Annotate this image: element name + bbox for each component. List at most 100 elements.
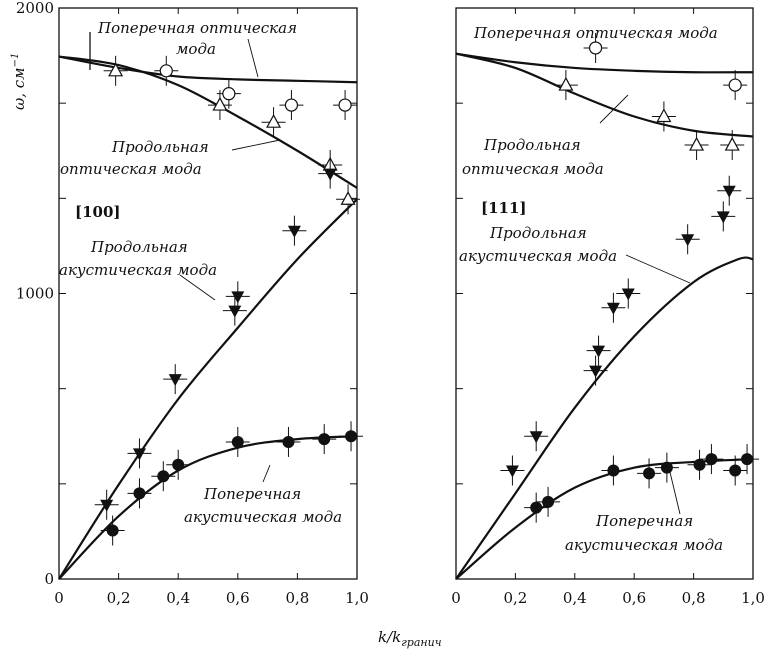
data-point-circle-filled — [723, 455, 748, 486]
y-axis-label-text: ω, см — [10, 67, 28, 110]
x-axis-label: k/kгранич — [378, 628, 442, 649]
data-point-triangle-open-up — [336, 184, 361, 215]
leader-line — [625, 254, 691, 284]
curve-продольная-оптическая — [58, 55, 358, 189]
data-point-triangle-filled-down — [225, 281, 250, 312]
x-tick-label: 0 — [451, 589, 461, 607]
leader-line — [247, 38, 259, 78]
data-point-circle-open — [154, 55, 179, 86]
y-tick-label: 1000 — [16, 285, 54, 303]
data-point-triangle-filled-down — [163, 364, 188, 395]
plot-frame — [455, 7, 754, 580]
data-point-triangle-filled-down — [127, 438, 152, 469]
panel-111: 0 0,2 0,4 0,6 0,8 1,0 Поперечная оптическая мо… — [451, 7, 765, 607]
data-point-circle-filled — [536, 486, 561, 517]
annotation-label: Поперечная — [595, 512, 693, 530]
x-tick-label: 0,8 — [682, 589, 706, 607]
panel-100: 0 0,2 0,4 0,6 0,8 1,0 0 1000 2000 ω, см−1 Поперечн… — [10, 0, 369, 607]
leader-line — [231, 139, 281, 151]
data-point-circle-filled — [654, 452, 679, 483]
y-axis-label-exp: −1 — [10, 53, 21, 68]
x-tick-label: 0,2 — [107, 589, 131, 607]
curve-поперечная-акустическая — [58, 435, 358, 580]
data-point-triangle-open-up — [207, 90, 232, 121]
data-point-circle-filled — [601, 455, 626, 486]
direction-label: [111] — [481, 199, 527, 217]
curve-поперечная-оптическая — [58, 55, 358, 84]
annotation-label: Продольная — [483, 136, 581, 154]
data-point-circle-filled — [151, 461, 176, 492]
x-tick-label: 0,2 — [503, 589, 527, 607]
data-point-circle-filled — [524, 492, 549, 523]
data-point-triangle-filled-down — [586, 335, 611, 366]
data-point-triangle-open-up — [103, 55, 128, 86]
data-point-triangle-open-up — [553, 70, 578, 101]
curve-продольная-акустическая — [455, 256, 754, 580]
data-point-circle-filled — [339, 421, 364, 452]
leader-line — [668, 467, 681, 515]
data-point-triangle-filled-down — [94, 489, 119, 520]
data-point-triangle-open-up — [684, 130, 709, 161]
data-point-circle-filled — [687, 449, 712, 480]
x-tick-label: 0,6 — [622, 589, 646, 607]
annotation-label: Продольная — [90, 238, 188, 256]
x-tick-label: 0,4 — [166, 589, 190, 607]
curve-поперечная-оптическая — [455, 52, 754, 74]
data-point-triangle-filled-down — [675, 224, 700, 255]
x-tick-label: 0,6 — [226, 589, 250, 607]
data-point-circle-filled — [127, 478, 152, 509]
data-point-triangle-filled-down — [500, 455, 525, 486]
annotation-label: Продольная — [489, 224, 587, 242]
annotation-label: оптическая мода — [462, 160, 604, 178]
leader-line — [262, 464, 271, 483]
x-tick-label: 0,8 — [285, 589, 309, 607]
data-point-circle-open — [723, 70, 748, 101]
data-point-circle-filled — [276, 426, 301, 457]
annotation-label: Продольная — [111, 138, 209, 156]
data-point-triangle-filled-down — [601, 292, 626, 323]
y-tick-label: 2000 — [16, 0, 54, 17]
x-tick-label: 1,0 — [741, 589, 765, 607]
data-point-circle-open — [216, 78, 241, 109]
data-point-triangle-filled-down — [524, 421, 549, 452]
data-point-circle-filled — [312, 424, 337, 455]
data-point-circle-filled — [699, 444, 724, 475]
data-point-triangle-open-up — [261, 107, 286, 138]
data-point-triangle-filled-down — [282, 215, 307, 246]
data-point-circle-open — [279, 90, 304, 121]
annotation-label: акустическая мода — [184, 508, 342, 526]
data-point-circle-filled — [735, 444, 760, 475]
data-point-triangle-filled-down — [318, 158, 343, 189]
x-axis-label-sub: гранич — [401, 636, 441, 649]
data-point-triangle-filled-down — [616, 278, 641, 309]
data-point-circle-filled — [166, 449, 191, 480]
data-point-triangle-open-up — [651, 101, 676, 132]
data-point-triangle-filled-down — [717, 175, 742, 206]
annotation-label: акустическая мода — [459, 247, 617, 265]
data-point-triangle-filled-down — [583, 355, 608, 386]
x-tick-label: 1,0 — [345, 589, 369, 607]
curve-продольная-акустическая — [58, 198, 358, 580]
direction-label: [100] — [75, 203, 121, 221]
data-point-circle-filled — [637, 458, 662, 489]
x-tick-label: 0 — [54, 589, 64, 607]
y-axis-label: ω, см−1 — [10, 53, 28, 110]
annotation-label: акустическая мода — [59, 261, 217, 279]
data-point-circle-filled — [225, 426, 250, 457]
annotation-label: мода — [176, 40, 216, 58]
leader-line — [599, 94, 629, 124]
data-point-triangle-open-up — [720, 130, 745, 161]
annotation-label: Поперечная оптическая — [97, 19, 297, 37]
leader-line — [179, 274, 216, 301]
annotation-label: Поперечная — [203, 485, 301, 503]
data-point-circle-filled — [100, 515, 125, 546]
annotation-label: Поперечная оптическая мода — [473, 24, 718, 42]
data-point-circle-open — [333, 90, 358, 121]
data-point-circle-open — [583, 32, 608, 63]
y-tick-label: 0 — [44, 570, 54, 588]
annotation-label: оптическая мода — [60, 160, 202, 178]
curve-продольная-оптическая — [455, 52, 754, 138]
x-axis-label-base: k/k — [378, 628, 401, 646]
data-point-triangle-filled-down — [711, 201, 736, 232]
